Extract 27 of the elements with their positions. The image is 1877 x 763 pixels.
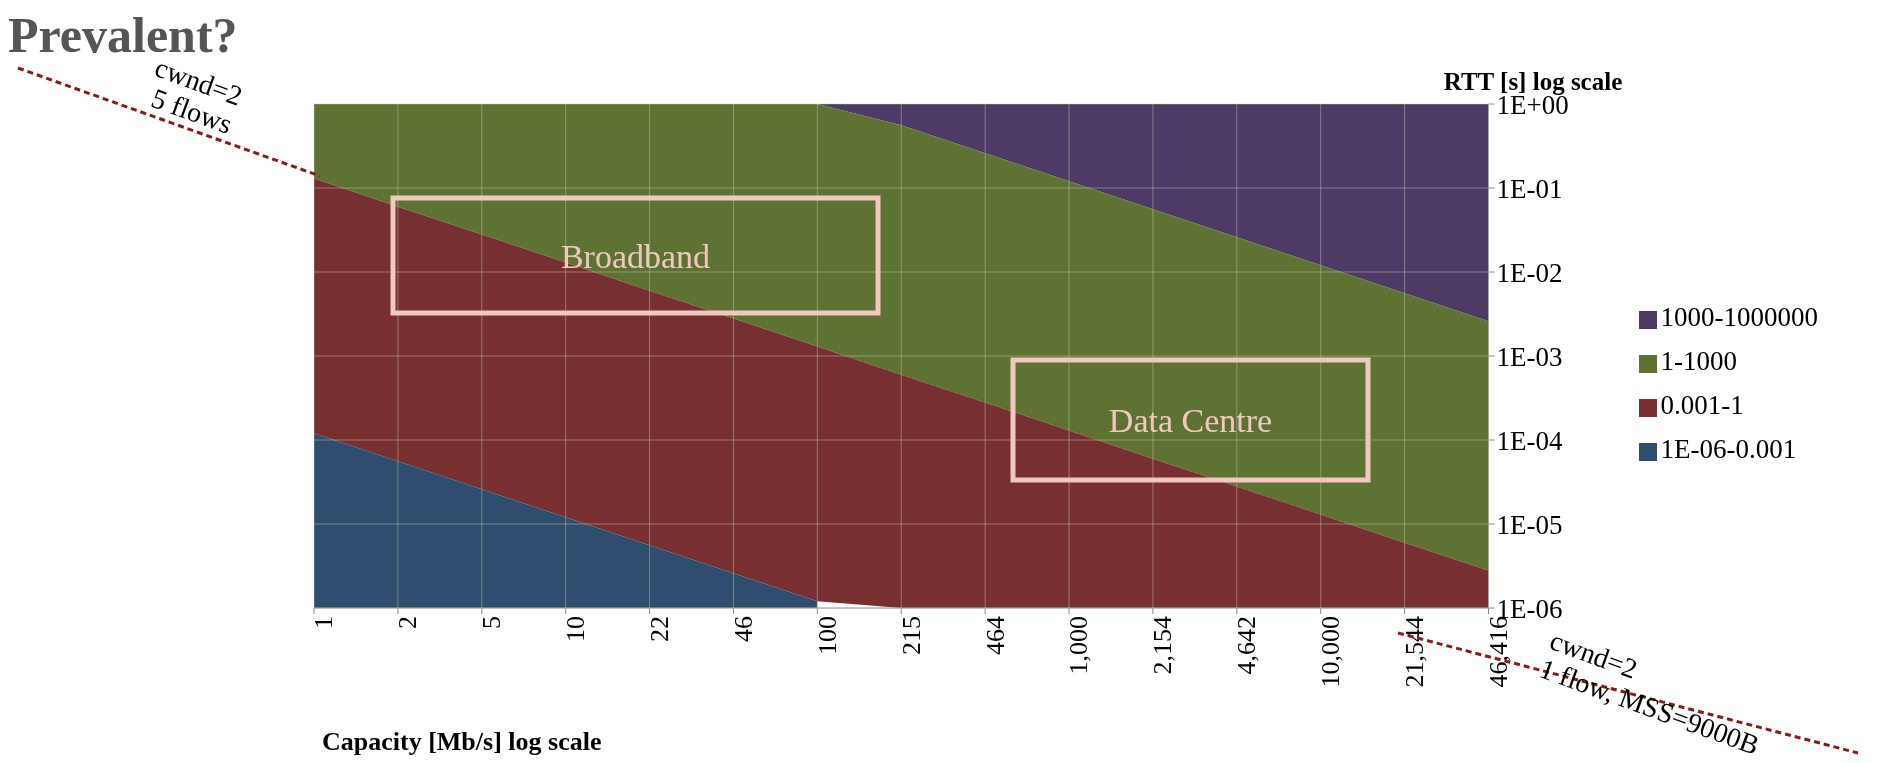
y-tick-label: 1E-04 <box>1496 425 1563 456</box>
annotation: Data Centre <box>1108 402 1273 439</box>
y-tick-label: 1E-03 <box>1496 341 1563 372</box>
x-axis-title: Capacity [Mb/s] log scale <box>322 727 602 756</box>
y-tick-label: 1E-01 <box>1496 173 1563 204</box>
x-tick-label: 1 <box>309 616 339 629</box>
legend-label: 1-1000 <box>1660 346 1737 376</box>
x-tick-label: 21,544 <box>1400 616 1430 688</box>
x-tick-label: 5 <box>477 616 507 629</box>
x-tick-label: 2,154 <box>1148 616 1178 675</box>
x-tick-label: 4,642 <box>1232 616 1262 675</box>
x-tick-label: 46 <box>728 616 758 642</box>
legend-label: 1E-06-0.001 <box>1660 434 1797 464</box>
x-tick-label: 215 <box>896 616 926 655</box>
y-tick-label: 1E-05 <box>1496 509 1563 540</box>
annotation: Broadband <box>560 237 711 275</box>
x-tick-label: 100 <box>812 616 842 655</box>
y-tick-label: 1E-02 <box>1496 257 1563 288</box>
x-tick-label: 1,000 <box>1064 616 1094 675</box>
legend-label: 1000-1000000 <box>1660 302 1818 332</box>
legend-label: 0.001-1 <box>1660 390 1744 420</box>
chart-title: Prevalent? <box>8 7 238 63</box>
x-tick-label: 10 <box>561 616 591 642</box>
x-tick-label: 22 <box>645 616 675 642</box>
x-tick-label: 2 <box>393 616 423 629</box>
x-tick-label: 464 <box>980 616 1010 655</box>
x-tick-label: 10,000 <box>1316 616 1346 688</box>
